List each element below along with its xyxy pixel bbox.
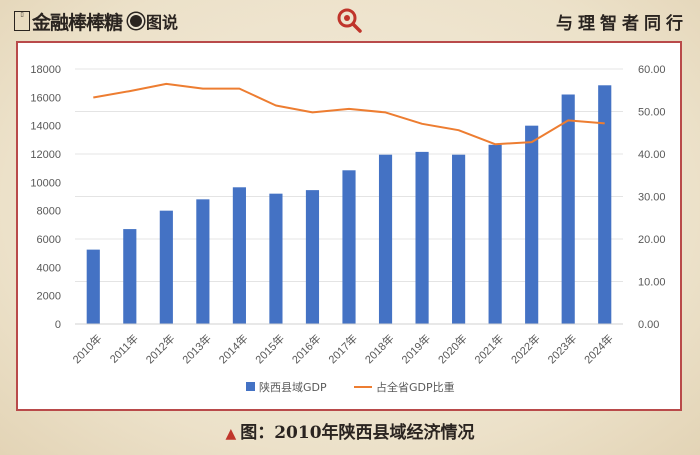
y-right-tick-label: 20.00	[638, 234, 666, 246]
y-right-tick-label: 60.00	[638, 64, 666, 76]
x-tick-label: 2017年	[325, 331, 360, 366]
y-left-tick-label: 10000	[30, 177, 61, 189]
figure-caption: ▲ 图：2010年陕西县域经济情况	[0, 418, 700, 448]
legend-line-label: 占全省GDP比重	[376, 380, 455, 394]
x-tick-label: 2016年	[289, 331, 324, 366]
y-left-tick-label: 4000	[37, 262, 61, 274]
bar	[232, 187, 246, 324]
x-tick-label: 2020年	[435, 331, 470, 366]
y-right-tick-label: 40.00	[638, 149, 666, 161]
y-left-tick-label: 2000	[37, 291, 61, 303]
y-right-tick-label: 0.00	[638, 319, 659, 331]
bar	[561, 94, 575, 324]
logo-text: 金融棒棒糖	[32, 11, 123, 34]
bar	[86, 249, 100, 324]
bar	[196, 199, 210, 324]
logo-subtitle: 图说	[146, 13, 179, 32]
triangle-icon: ▲	[225, 426, 237, 442]
x-tick-label: 2012年	[143, 331, 178, 366]
chart-svg: 0 2000 4000 6000 8000 10000 12000 14000 16000 180…	[30, 64, 666, 394]
y-left-tick-label: 0	[55, 319, 61, 331]
bar	[378, 154, 393, 324]
y-right-tick-label: 50.00	[638, 107, 666, 119]
y-left-tick-label: 12000	[30, 149, 61, 161]
search-icon	[337, 8, 362, 33]
bar	[159, 210, 173, 324]
x-tick-label: 2018年	[362, 331, 397, 366]
bar	[123, 229, 137, 324]
x-tick-label: 2022年	[508, 331, 543, 366]
bar	[598, 85, 612, 324]
logo-seal: ▯	[14, 11, 30, 31]
y-left-tick-label: 18000	[30, 64, 61, 76]
caption-text: 图：2010年陕西县域经济情况	[240, 423, 475, 443]
header: ▯ 金融棒棒糖 图说 与理智者同行	[0, 0, 700, 40]
x-tick-label: 2011年	[107, 331, 141, 365]
y-right-tick-label: 30.00	[638, 192, 666, 204]
y-left-tick-label: 16000	[30, 92, 61, 104]
legend-bar-label: 陕西县域GDP	[259, 380, 327, 394]
bar	[305, 190, 320, 324]
brand-logo: ▯ 金融棒棒糖 图说	[14, 9, 179, 34]
x-tick-label: 2013年	[179, 331, 214, 366]
line-series	[93, 82, 605, 146]
bar	[415, 151, 429, 324]
bar	[488, 144, 502, 324]
record-dot-icon	[130, 15, 143, 27]
bar	[525, 125, 539, 325]
y-right-tick-label: 10.00	[638, 277, 666, 289]
y-left-tick-label: 14000	[30, 121, 61, 133]
x-tick-label: 2023年	[544, 331, 579, 366]
y-left-tick-label: 6000	[37, 234, 61, 246]
bar	[452, 154, 466, 324]
y-left-tick-label: 8000	[37, 206, 61, 218]
slogan: 与理智者同行	[556, 14, 688, 34]
x-tick-label: 2024年	[581, 331, 616, 366]
chart-frame: 0 2000 4000 6000 8000 10000 12000 14000 16000 180…	[16, 41, 682, 411]
x-tick-label: 2014年	[216, 331, 251, 366]
bar	[269, 193, 283, 324]
legend-bar-swatch	[246, 382, 255, 391]
x-tick-label: 2021年	[471, 331, 506, 366]
x-tick-label: 2015年	[252, 331, 287, 366]
bar	[342, 170, 356, 324]
x-tick-label: 2010年	[69, 331, 104, 366]
x-tick-label: 2019年	[398, 331, 433, 366]
